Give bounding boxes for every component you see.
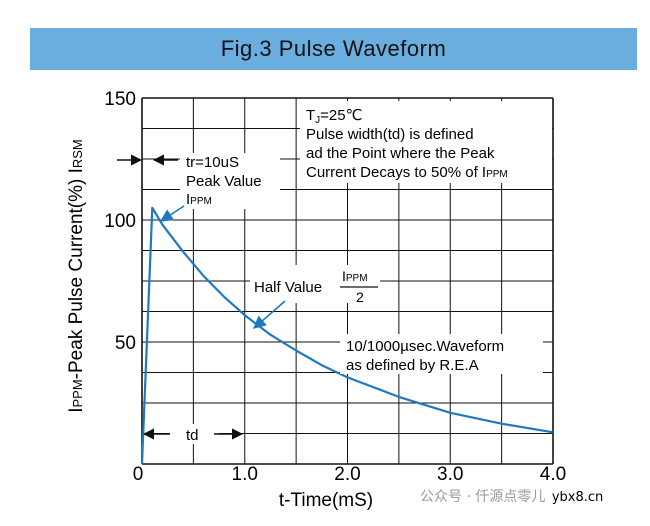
- x-tick-label: 2.0: [334, 464, 360, 485]
- x-axis-title: t-Time(mS): [279, 490, 373, 511]
- waveform-line-2: as defined by R.E.A: [346, 357, 479, 374]
- y-tick-label: 50: [115, 333, 136, 354]
- x-tick-label: 1.0: [232, 464, 258, 485]
- peak-symbol: IPPM: [186, 191, 212, 208]
- peak-label-box: [180, 153, 280, 209]
- pw-line-2: ad the Point where the Peak: [306, 145, 495, 162]
- half-label: Half Value: [254, 279, 322, 296]
- tr-label: tr=10uS: [186, 154, 239, 171]
- waveform-label-box: [340, 334, 543, 374]
- y-tick-label: 150: [104, 89, 136, 110]
- title-banner: Fig.3 Pulse Waveform: [30, 28, 637, 70]
- pw-line-1: Pulse width(td) is defined: [306, 126, 474, 143]
- chart-title: Fig.3 Pulse Waveform: [220, 36, 447, 61]
- x-tick-label: 3.0: [437, 464, 463, 485]
- axis-labels: 0 1.0 2.0 3.0 4.0 50 100 150: [104, 89, 566, 485]
- half-arrow: [253, 300, 286, 329]
- y-tick-label: 100: [104, 211, 136, 232]
- td-label-box: [170, 424, 218, 444]
- pw-line-3: Current Decays to 50% of IPPM: [306, 164, 508, 181]
- half-value-box: [250, 265, 380, 303]
- waveform-line-1: 10/1000µsec.Waveform: [346, 338, 504, 355]
- half-frac-den: 2: [356, 289, 364, 305]
- conditions-box: [300, 101, 552, 183]
- td-label: td: [186, 427, 199, 444]
- watermark-text: 公众号 · 仟源点零儿: [420, 489, 546, 505]
- peak-arrow: [159, 205, 185, 222]
- x-tick-label: 4.0: [540, 464, 566, 485]
- series-line: [140, 206, 554, 465]
- tj-text: TJ=25℃: [306, 107, 362, 126]
- half-frac-num: IPPM: [342, 268, 368, 284]
- watermark: 公众号 · 仟源点零儿 ybx8.cn: [420, 486, 606, 506]
- curve-layer: [140, 206, 554, 465]
- x-tick-label: 0: [133, 464, 144, 485]
- watermark-site: ybx8.cn: [549, 490, 606, 505]
- peak-label: Peak Value: [186, 173, 262, 190]
- y-axis-title: IPPM-Peak Pulse Current(%) IRSM: [66, 139, 87, 413]
